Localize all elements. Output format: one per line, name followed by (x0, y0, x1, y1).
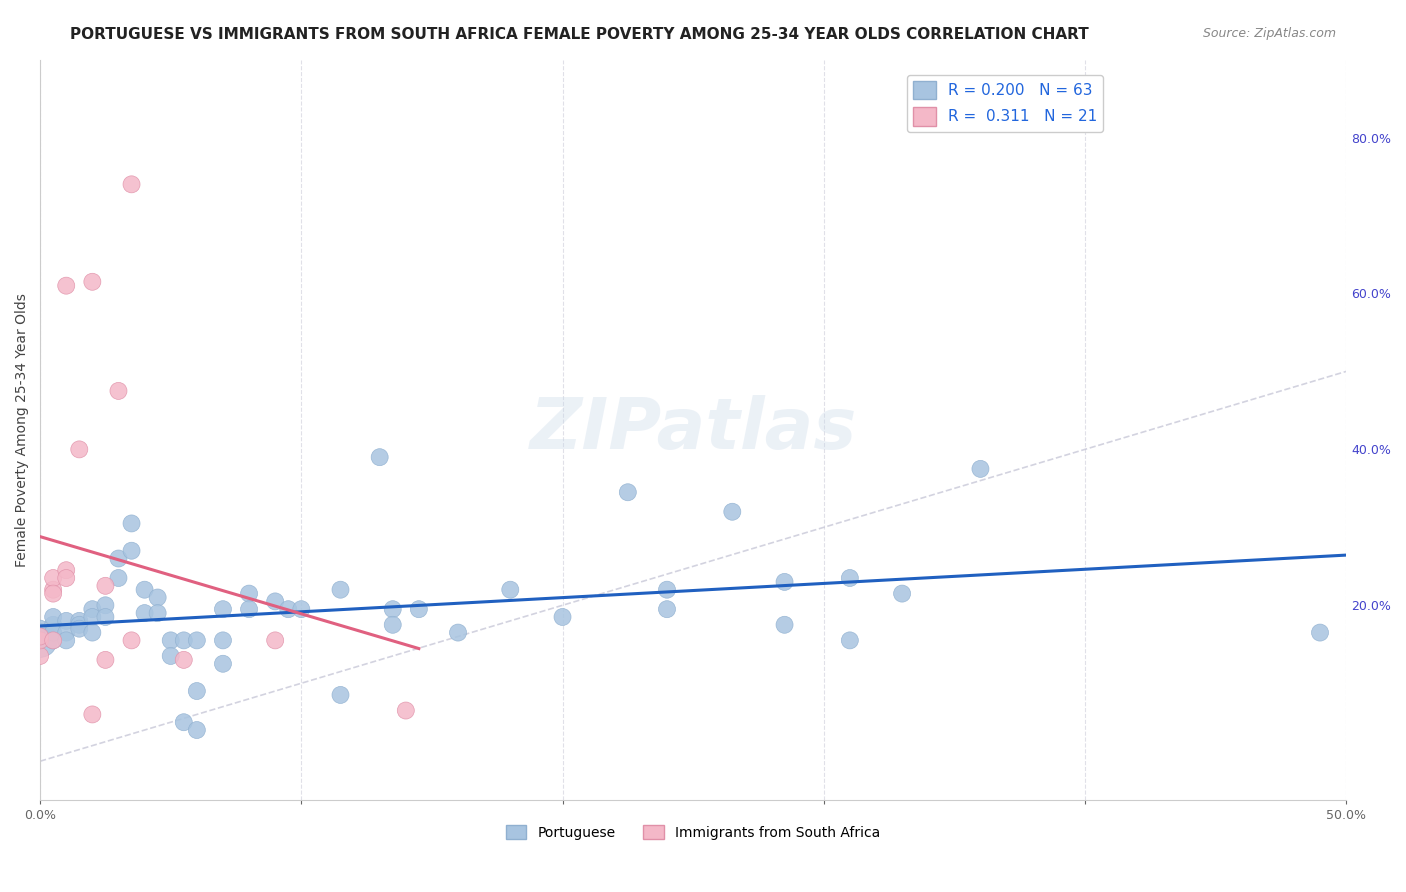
Immigrants from South Africa (55, 278, 77, 293)
Portuguese (264, 594, 287, 608)
Portuguese (94, 599, 117, 613)
Portuguese (447, 625, 470, 640)
Text: Source: ZipAtlas.com: Source: ZipAtlas.com (1202, 27, 1336, 40)
Portuguese (186, 723, 208, 737)
Immigrants from South Africa (30, 633, 52, 648)
Portuguese (146, 606, 169, 620)
Portuguese (773, 574, 796, 589)
Portuguese (173, 715, 195, 730)
Text: ZIPatlas: ZIPatlas (530, 395, 856, 465)
Portuguese (838, 571, 860, 585)
Immigrants from South Africa (42, 633, 65, 648)
Portuguese (82, 602, 104, 616)
Portuguese (186, 633, 208, 648)
Portuguese (838, 633, 860, 648)
Immigrants from South Africa (82, 275, 104, 289)
Portuguese (134, 606, 156, 620)
Portuguese (94, 610, 117, 624)
Portuguese (55, 633, 77, 648)
Portuguese (67, 617, 90, 632)
Portuguese (173, 633, 195, 648)
Portuguese (30, 625, 52, 640)
Portuguese (891, 586, 914, 600)
Immigrants from South Africa (42, 586, 65, 600)
Portuguese (969, 462, 991, 476)
Portuguese (42, 633, 65, 648)
Portuguese (82, 610, 104, 624)
Immigrants from South Africa (121, 178, 143, 192)
Portuguese (408, 602, 430, 616)
Portuguese (107, 571, 129, 585)
Portuguese (134, 582, 156, 597)
Portuguese (617, 485, 640, 500)
Portuguese (277, 602, 299, 616)
Portuguese (67, 622, 90, 636)
Immigrants from South Africa (121, 633, 143, 648)
Immigrants from South Africa (173, 653, 195, 667)
Immigrants from South Africa (67, 442, 90, 457)
Immigrants from South Africa (395, 704, 418, 718)
Immigrants from South Africa (82, 707, 104, 722)
Portuguese (30, 630, 52, 644)
Portuguese (381, 602, 404, 616)
Y-axis label: Female Poverty Among 25-34 Year Olds: Female Poverty Among 25-34 Year Olds (15, 293, 30, 566)
Portuguese (82, 625, 104, 640)
Portuguese (42, 617, 65, 632)
Text: PORTUGUESE VS IMMIGRANTS FROM SOUTH AFRICA FEMALE POVERTY AMONG 25-34 YEAR OLDS : PORTUGUESE VS IMMIGRANTS FROM SOUTH AFRI… (70, 27, 1090, 42)
Immigrants from South Africa (30, 648, 52, 663)
Portuguese (551, 610, 574, 624)
Immigrants from South Africa (55, 563, 77, 577)
Portuguese (67, 614, 90, 628)
Portuguese (107, 551, 129, 566)
Portuguese (159, 648, 181, 663)
Immigrants from South Africa (42, 571, 65, 585)
Portuguese (55, 614, 77, 628)
Portuguese (238, 602, 260, 616)
Immigrants from South Africa (94, 653, 117, 667)
Portuguese (212, 602, 235, 616)
Immigrants from South Africa (264, 633, 287, 648)
Immigrants from South Africa (107, 384, 129, 398)
Portuguese (655, 602, 678, 616)
Portuguese (290, 602, 312, 616)
Portuguese (212, 633, 235, 648)
Portuguese (121, 543, 143, 558)
Portuguese (329, 582, 352, 597)
Immigrants from South Africa (42, 582, 65, 597)
Legend: Portuguese, Immigrants from South Africa: Portuguese, Immigrants from South Africa (501, 819, 886, 845)
Portuguese (329, 688, 352, 702)
Portuguese (721, 505, 744, 519)
Portuguese (55, 625, 77, 640)
Portuguese (159, 633, 181, 648)
Immigrants from South Africa (30, 630, 52, 644)
Portuguese (499, 582, 522, 597)
Portuguese (30, 633, 52, 648)
Portuguese (212, 657, 235, 671)
Portuguese (146, 591, 169, 605)
Portuguese (121, 516, 143, 531)
Portuguese (655, 582, 678, 597)
Portuguese (381, 617, 404, 632)
Portuguese (186, 684, 208, 698)
Portuguese (30, 622, 52, 636)
Portuguese (368, 450, 391, 465)
Portuguese (42, 610, 65, 624)
Immigrants from South Africa (94, 579, 117, 593)
Immigrants from South Africa (55, 571, 77, 585)
Portuguese (773, 617, 796, 632)
Portuguese (1309, 625, 1331, 640)
Portuguese (238, 586, 260, 600)
Portuguese (42, 625, 65, 640)
